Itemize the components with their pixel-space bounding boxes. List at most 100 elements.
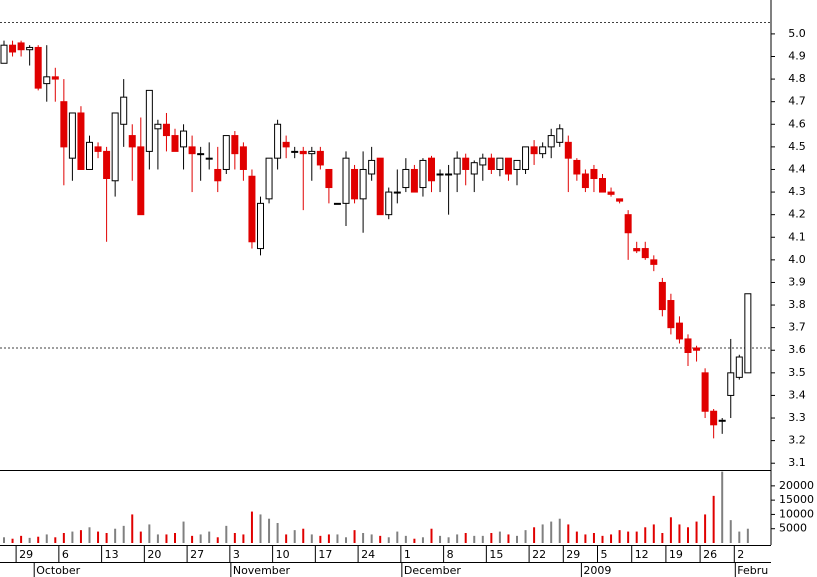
candle-body <box>667 300 675 329</box>
month-label: December <box>404 564 462 577</box>
x-tick-label: 20 <box>147 548 161 561</box>
candle-body <box>487 157 495 170</box>
candle-body <box>410 168 418 193</box>
candle-body <box>128 135 136 148</box>
x-tick-label: 8 <box>447 548 454 561</box>
x-tick-label: 17 <box>318 548 332 561</box>
candle-body <box>744 293 752 374</box>
candle-body <box>564 141 572 159</box>
volume-tick-label: 20000 <box>779 479 814 492</box>
candle-body <box>368 159 376 175</box>
candle-body <box>162 123 170 137</box>
candle-body <box>111 112 119 182</box>
candle-body <box>257 202 264 250</box>
candle-body <box>77 112 85 170</box>
x-tick-label: 1 <box>404 548 411 561</box>
candle-body <box>316 150 324 166</box>
candle-body <box>590 168 598 180</box>
candle-body <box>94 146 102 152</box>
x-tick-label: 2 <box>737 548 744 561</box>
y-tick-label: 3.4 <box>788 388 806 401</box>
x-tick-label: 27 <box>190 548 204 561</box>
month-label: Febru <box>737 564 768 577</box>
y-tick-label: 5.0 <box>788 27 806 40</box>
candle-body <box>9 44 17 53</box>
candle-body <box>530 146 538 155</box>
candle-body <box>470 162 478 175</box>
candle-body <box>60 101 68 148</box>
candle-body <box>103 150 111 180</box>
y-tick-label: 3.1 <box>788 456 806 469</box>
y-tick-label: 4.2 <box>788 208 806 221</box>
y-tick-label: 3.7 <box>788 321 806 334</box>
y-tick-label: 3.6 <box>788 343 806 356</box>
candle-body <box>385 191 393 216</box>
candle-body <box>718 419 726 422</box>
candle-body <box>325 168 333 189</box>
candle-body <box>86 141 93 170</box>
x-tick-label: 5 <box>601 548 608 561</box>
x-tick-label: 10 <box>276 548 290 561</box>
x-tick-label: 13 <box>105 548 119 561</box>
y-tick-label: 3.3 <box>788 411 806 424</box>
candle-body <box>154 123 162 130</box>
y-tick-label: 4.7 <box>788 95 806 108</box>
candle-body <box>342 157 350 204</box>
y-tick-label: 3.9 <box>788 275 806 288</box>
x-tick-label: 3 <box>233 548 240 561</box>
candle-body <box>376 157 384 216</box>
candle-body <box>239 146 247 170</box>
candle-body <box>68 112 76 159</box>
month-label: November <box>233 564 291 577</box>
y-tick-label: 4.0 <box>788 253 806 266</box>
y-tick-label: 3.8 <box>788 298 806 311</box>
candle-body <box>17 42 25 51</box>
candle-body <box>137 146 145 216</box>
candle-body <box>291 150 299 153</box>
x-tick-label: 12 <box>635 548 649 561</box>
candle-body <box>436 173 444 176</box>
candle-body <box>675 322 683 340</box>
candle-body <box>197 153 205 156</box>
candle-body <box>599 178 606 193</box>
candle-body <box>145 89 153 152</box>
x-tick-label: 29 <box>19 548 33 561</box>
month-label: 2009 <box>583 564 611 577</box>
candle-body <box>248 175 256 243</box>
candle-body <box>188 146 196 155</box>
candle-body <box>282 141 290 148</box>
candle-body <box>453 157 461 175</box>
candle-body <box>573 159 581 175</box>
candle-body <box>171 135 179 152</box>
candle-body <box>231 135 239 155</box>
candle-body <box>735 356 743 378</box>
candle-body <box>616 198 624 202</box>
candle-body <box>513 159 521 170</box>
candle-body <box>34 46 42 89</box>
candle-body <box>428 157 435 182</box>
x-tick-label: 6 <box>62 548 69 561</box>
candle-body <box>684 338 692 354</box>
candle-body <box>351 168 359 200</box>
y-tick-label: 4.8 <box>788 72 806 85</box>
candle-body <box>43 76 51 85</box>
volume-tick-label: 5000 <box>779 522 807 535</box>
candle-body <box>462 157 470 170</box>
candle-body <box>214 168 222 182</box>
y-tick-label: 4.6 <box>788 117 806 130</box>
candle-body <box>650 259 658 265</box>
candle-body <box>539 146 547 155</box>
y-tick-label: 3.2 <box>788 434 806 447</box>
candle-body <box>693 347 701 351</box>
candle-body <box>522 146 530 170</box>
x-tick-label: 29 <box>566 548 580 561</box>
candle-body <box>504 157 512 175</box>
candle-body <box>479 157 487 166</box>
candle-body <box>641 248 649 259</box>
x-tick-label: 24 <box>361 548 375 561</box>
candle-body <box>624 214 632 234</box>
candle-body <box>222 135 230 170</box>
candle-body <box>0 44 8 64</box>
candle-body <box>581 173 589 189</box>
candle-body <box>359 168 367 200</box>
